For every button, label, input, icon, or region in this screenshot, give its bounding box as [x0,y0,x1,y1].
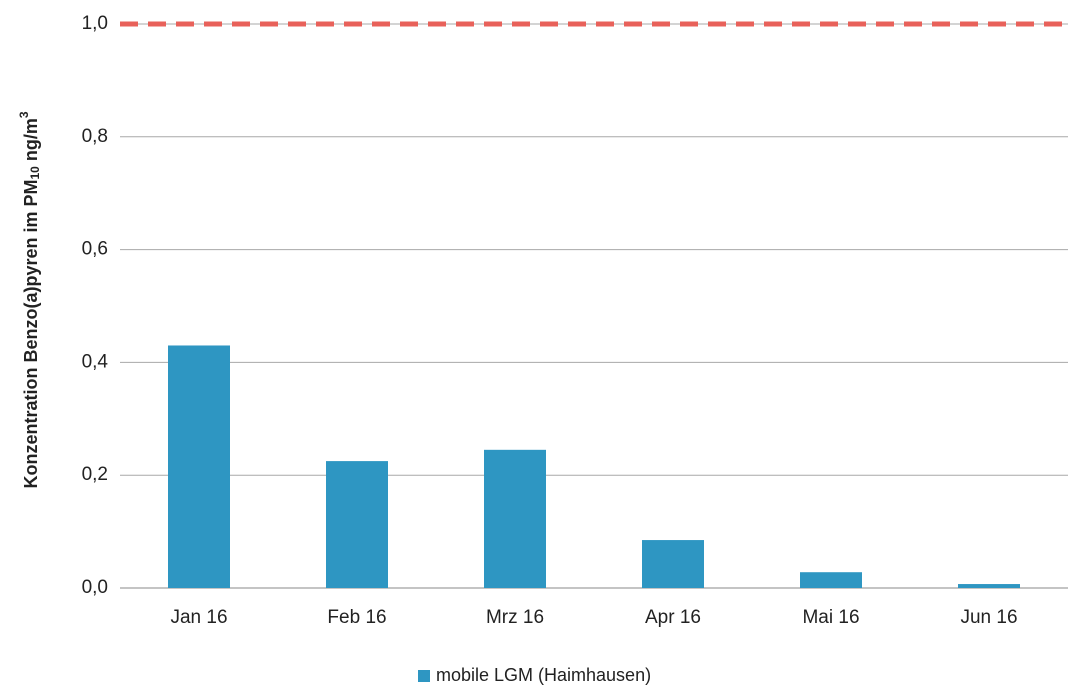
y-axis-label-part: ng/m [21,118,41,166]
y-tick-label: 0,6 [82,239,108,260]
y-tick-label: 0,4 [82,351,109,372]
x-tick-label: Jun 16 [960,607,1017,628]
bar [800,572,862,588]
x-tick-label: Mrz 16 [486,607,544,628]
bar [168,345,230,588]
legend-label: mobile LGM (Haimhausen) [436,665,651,685]
y-axis-label-sup: 3 [17,111,31,118]
legend-swatch [418,670,430,682]
bar [484,449,546,588]
y-tick-label: 0,8 [82,126,108,147]
y-tick-label: 0,0 [82,577,108,598]
x-tick-label: Feb 16 [327,607,386,628]
bar [958,584,1020,588]
bar [326,461,388,588]
y-axis-label-sub: 10 [28,166,42,180]
x-tick-label: Jan 16 [170,607,227,628]
y-tick-label: 1,0 [82,13,108,34]
bar [642,540,704,588]
x-tick-label: Apr 16 [645,607,701,628]
y-axis-label: Konzentration Benzo(a)pyren im PM10 ng/m… [17,111,42,488]
x-tick-label: Mai 16 [802,607,859,628]
y-axis-label-part: Konzentration Benzo(a)pyren im PM [21,180,41,489]
y-tick-label: 0,2 [82,464,108,485]
